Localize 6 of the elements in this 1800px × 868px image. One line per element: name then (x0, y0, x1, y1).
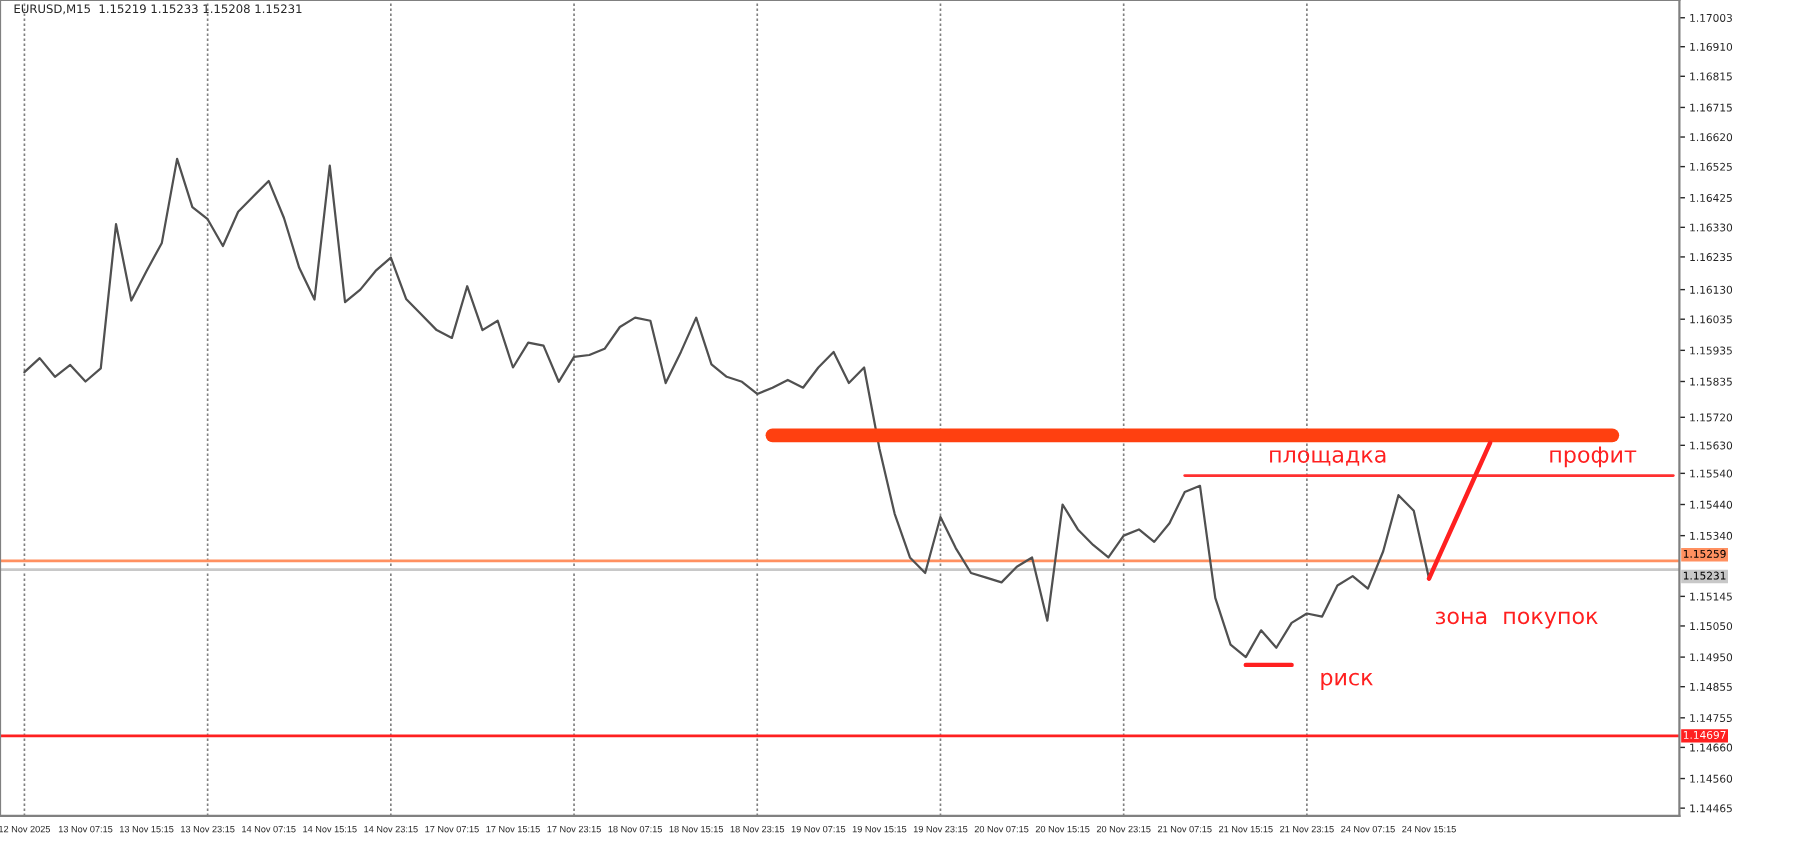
annotation: профит (1550, 446, 1637, 468)
line-series (23, 157, 1431, 659)
annotation: площадка (1270, 450, 1386, 466)
annotation: зона покупок (1436, 611, 1598, 629)
annotation: риск (1321, 672, 1373, 690)
line-series (1426, 440, 1493, 581)
